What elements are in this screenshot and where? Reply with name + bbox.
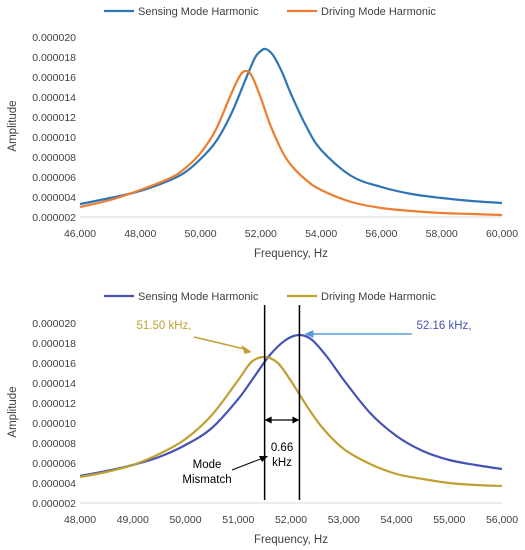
y-tick-label: 0.000018 [32,338,76,350]
y-tick-label: 0.000014 [32,92,76,104]
y-tick-label: 0.000008 [32,438,76,450]
arrowhead-right [292,416,300,424]
legend-label-sensing-top: Sensing Mode Harmonic [138,6,259,18]
y-tick-label: 0.000010 [32,132,76,144]
x-tick-label: 48,000 [64,514,96,526]
x-tick-label: 55,000 [433,514,465,526]
mode-mismatch-pointer-head [259,456,268,462]
legend-top: Sensing Mode Harmonic Driving Mode Harmo… [104,6,436,18]
x-tick-label: 52,000 [245,228,277,240]
x-tick-label: 52,000 [275,514,307,526]
y-tick-label: 0.000002 [32,212,76,224]
mismatch-value-line1: 0.66 [271,442,293,454]
x-tick-label: 60,000 [486,228,518,240]
sensing-peak-label: 52.16 kHz, [417,320,472,332]
series-group-bottom [79,333,503,488]
y-axis-title-bottom: Amplitude [7,386,19,437]
x-tick-label: 56,000 [365,228,397,240]
x-tick-label: 54,000 [305,228,337,240]
y-tick-label: 0.000018 [32,52,76,64]
y-tick-label: 0.000012 [32,112,76,124]
y-tick-label: 0.000014 [32,378,76,390]
x-tick-label: 51,000 [222,514,254,526]
legend-label-driving-top: Driving Mode Harmonic [321,6,436,18]
x-tick-label: 53,000 [328,514,360,526]
y-axis-top: 0.000002 0.000004 0.000006 0.000008 0.000010… [32,32,76,224]
y-tick-label: 0.000012 [32,398,76,410]
y-tick-label: 0.000006 [32,458,76,470]
annotations-bottom: 0.66 kHz Mode Mismatch 51.50 kHz, 52.16 … [137,305,472,500]
x-axis-top: 46,000 48,000 50,000 52,000 54,000 56,000 58,0… [64,228,518,240]
chart-bottom: Sensing Mode Harmonic Driving Mode Harmo… [7,291,518,546]
y-tick-label: 0.000004 [32,478,76,490]
x-axis-bottom: 48,000 49,000 50,000 51,000 52,000 53,000 54,0… [64,514,518,526]
y-tick-label: 0.000020 [32,32,76,44]
x-tick-label: 46,000 [64,228,96,240]
y-tick-label: 0.000004 [32,192,76,204]
mismatch-value-line2: kHz [272,457,292,469]
y-tick-label: 0.000010 [32,418,76,430]
x-tick-label: 48,000 [124,228,156,240]
y-tick-label: 0.000002 [32,498,76,510]
x-axis-title-top: Frequency, Hz [254,248,328,260]
driving-peak-arrow [193,336,245,350]
x-tick-label: 49,000 [117,514,149,526]
driving-peak-arrowhead [241,345,252,354]
chart-top: Sensing Mode Harmonic Driving Mode Harmo… [7,6,518,260]
legend-label-driving-bottom: Driving Mode Harmonic [321,291,436,303]
y-tick-label: 0.000016 [32,358,76,370]
y-axis-title-top: Amplitude [7,100,19,151]
sensing-peak-arrowhead [304,330,314,338]
y-axis-bottom: 0.000002 0.000004 0.000006 0.000008 0.000010… [32,318,76,510]
series-line-driving [79,69,503,217]
x-axis-title-bottom: Frequency, Hz [254,534,328,546]
x-tick-label: 54,000 [380,514,412,526]
legend-bottom: Sensing Mode Harmonic Driving Mode Harmo… [104,291,436,303]
x-tick-label: 50,000 [169,514,201,526]
driving-peak-label: 51.50 kHz, [137,320,192,332]
y-tick-label: 0.000008 [32,152,76,164]
y-tick-label: 0.000020 [32,318,76,330]
y-tick-label: 0.000016 [32,72,76,84]
x-tick-label: 50,000 [185,228,217,240]
legend-label-sensing-bottom: Sensing Mode Harmonic [138,291,259,303]
x-tick-label: 58,000 [426,228,458,240]
series-group-top [79,47,503,217]
series-line-sensing [79,47,503,206]
series-line-driving [79,355,503,488]
x-tick-label: 56,000 [486,514,518,526]
mode-mismatch-label-line2: Mismatch [182,474,231,486]
y-tick-label: 0.000006 [32,172,76,184]
mode-mismatch-pointer [231,457,264,471]
mode-mismatch-label-line1: Mode [193,459,222,471]
arrowhead-left [264,416,272,424]
series-line-sensing [79,333,503,478]
